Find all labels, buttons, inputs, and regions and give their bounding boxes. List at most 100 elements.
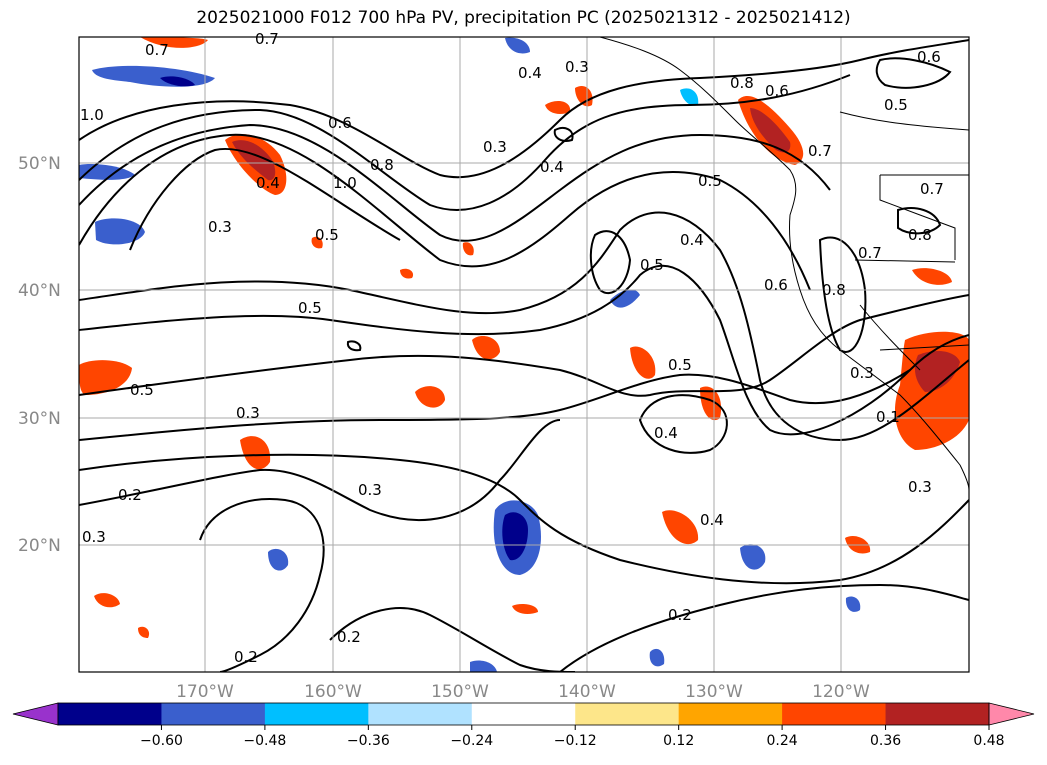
contour-label: 0.2: [668, 606, 692, 624]
lat-label-40n: 40°N: [18, 281, 61, 301]
map-area: [79, 37, 969, 672]
pv-contour: [199, 498, 325, 672]
colorbar-tick-label: −0.36: [347, 733, 390, 749]
contour-label: 0.2: [234, 648, 258, 666]
pv-contour: [329, 607, 576, 672]
pv-contour: [589, 230, 632, 295]
contour-label: 0.6: [765, 82, 789, 100]
lon-label-140w: 140°W: [558, 682, 616, 702]
coastline: [599, 37, 969, 491]
precip-neg-blob: [160, 76, 195, 87]
precip-pos-blob: [545, 100, 571, 114]
colorbar-bin: [678, 703, 783, 725]
contour-label: 0.3: [358, 481, 382, 499]
colorbar-tick-label: −0.60: [140, 733, 183, 749]
contour-label: 0.5: [668, 356, 692, 374]
pv-contour: [559, 583, 969, 672]
contour-label: 0.7: [145, 41, 169, 59]
precip-pos-blob: [575, 85, 593, 107]
colorbar-extend-low: [12, 702, 59, 726]
colorbar-bin: [58, 703, 162, 725]
pv-contour: [79, 453, 969, 585]
precip-pos-blob: [914, 350, 960, 392]
precip-shading: [79, 37, 969, 672]
contour-label: 0.8: [822, 281, 846, 299]
lon-label-170w: 170°W: [176, 682, 234, 702]
precip-pos-blob: [700, 386, 722, 421]
lon-label-120w: 120°W: [812, 682, 870, 702]
contour-label: 0.3: [850, 364, 874, 382]
precip-pos-blob: [79, 360, 132, 395]
map-frame: [78, 36, 970, 673]
precip-pos-blob: [750, 108, 791, 153]
colorbar-bin: [264, 703, 369, 725]
precip-neg-blob: [95, 218, 145, 245]
colorbar-tick-label: 0.12: [663, 733, 694, 749]
contour-label: 0.4: [540, 158, 564, 176]
contour-label: 0.4: [654, 424, 678, 442]
precip-pos-blob: [240, 436, 271, 470]
colorbar-tick-label: 0.24: [767, 733, 798, 749]
contour-label: 0.7: [808, 142, 832, 160]
contour-label: 0.3: [236, 404, 260, 422]
pv-contour: [638, 394, 728, 454]
contour-label: 1.0: [80, 106, 104, 124]
precip-neg-blob: [268, 548, 289, 571]
colorbar-tick-label: −0.48: [243, 733, 286, 749]
colorbar: −0.60 −0.48 −0.36 −0.24 −0.12 0.12 0.24 0.36 0.4…: [12, 702, 1035, 749]
lat-label-30n: 30°N: [18, 409, 61, 429]
contour-labels: 0.7 0.7 0.4 0.3 0.6 0.8 0.5 0.6 1.0 0.6 …: [80, 30, 944, 666]
precip-pos-blob: [415, 386, 445, 408]
contour-label: 0.3: [565, 58, 589, 76]
pv-contour: [79, 133, 811, 291]
precip-pos-blob: [232, 140, 276, 181]
contour-label: 0.4: [680, 231, 704, 249]
precip-neg-blob: [845, 596, 861, 612]
contour-label: 0.3: [483, 138, 507, 156]
graticule: [79, 37, 969, 672]
pv-contour: [79, 74, 851, 211]
colorbar-tick-label: 0.48: [973, 733, 1004, 749]
pv-contours: [79, 39, 969, 672]
contour-label: 0.6: [328, 114, 352, 132]
precip-neg-blob: [740, 544, 766, 570]
contour-label: 0.5: [130, 381, 154, 399]
precip-pos-blob: [462, 242, 474, 256]
precip-neg-blob: [505, 37, 530, 54]
colorbar-tick-label: 0.36: [870, 733, 901, 749]
pv-contour: [79, 264, 969, 436]
contour-label: 0.1: [876, 408, 900, 426]
contour-label: 0.6: [917, 48, 941, 66]
pv-contour: [79, 419, 561, 521]
contour-label: 0.3: [82, 528, 106, 546]
precip-pos-blob: [140, 37, 208, 48]
contour-label: 0.7: [255, 30, 279, 48]
precip-neg-blob: [649, 648, 665, 667]
precip-pos-blob: [400, 268, 414, 279]
contour-label: 1.0: [333, 174, 357, 192]
pv-contour: [79, 369, 911, 441]
pv-contour: [346, 340, 362, 352]
contour-label: 0.7: [858, 244, 882, 262]
contour-label: 0.8: [730, 74, 754, 92]
contour-label: 0.5: [315, 226, 339, 244]
contour-label: 0.8: [370, 156, 394, 174]
lat-labels: 50°N 40°N 30°N 20°N: [18, 154, 61, 556]
contour-label: 0.2: [118, 486, 142, 504]
pv-contour: [818, 236, 867, 353]
colorbar-bin: [161, 703, 266, 725]
contour-label: 0.2: [337, 628, 361, 646]
lon-label-130w: 130°W: [685, 682, 743, 702]
precip-pos-blob: [472, 336, 500, 360]
colorbar-extend-high: [988, 702, 1035, 726]
precip-pos-blob: [630, 346, 656, 379]
precip-neg-blob: [470, 660, 497, 672]
precip-pos-blob: [138, 626, 150, 638]
precip-neg-blob: [610, 289, 640, 308]
lon-labels: 170°W 160°W 150°W 140°W 130°W 120°W: [176, 682, 870, 702]
plot-title: 2025021000 F012 700 hPa PV, precipitatio…: [196, 8, 851, 28]
contour-label: 0.4: [700, 511, 724, 529]
colorbar-bin: [471, 703, 576, 725]
colorbar-bin: [782, 703, 887, 725]
pv-contour: [79, 123, 831, 242]
